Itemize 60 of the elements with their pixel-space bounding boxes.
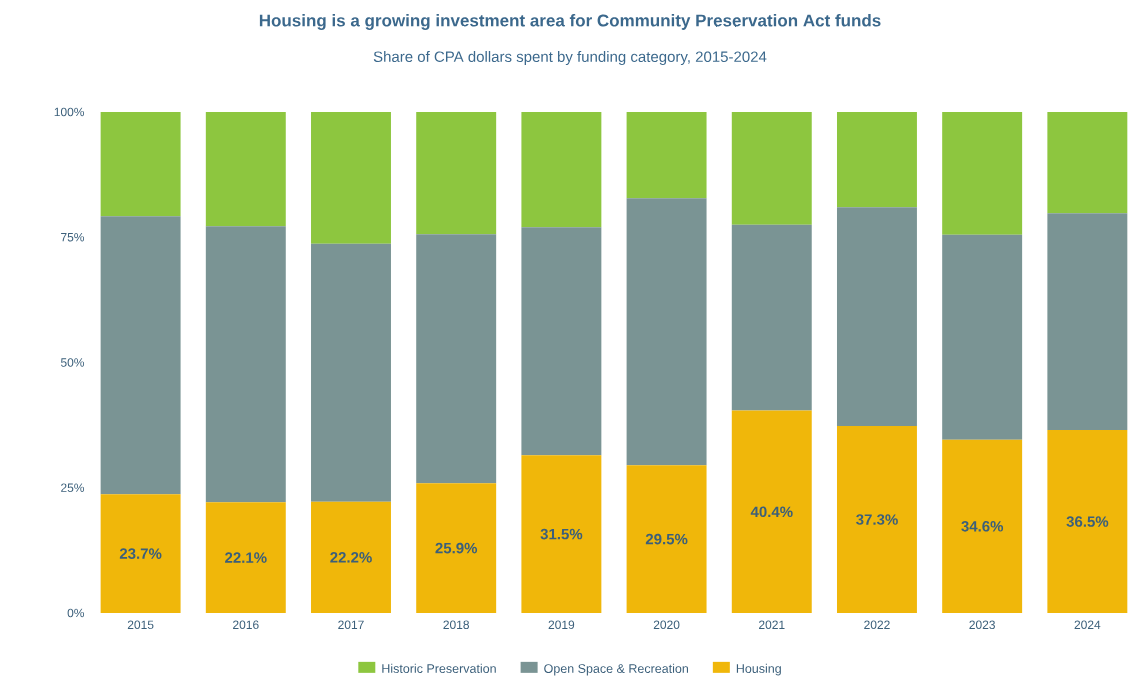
y-tick-label: 75% — [61, 233, 85, 242]
bar — [731, 224, 812, 411]
bar — [416, 111, 497, 235]
x-tick-label: 2021 — [759, 620, 785, 630]
bar — [836, 426, 917, 613]
x-tick-label: 2024 — [1074, 620, 1101, 630]
data-label: 34.6% — [961, 520, 1004, 532]
x-tick-label: 2019 — [548, 620, 575, 630]
bar — [416, 234, 497, 484]
data-label: 25.9% — [435, 542, 478, 554]
bar — [521, 455, 602, 613]
bar — [1047, 111, 1128, 214]
bar — [942, 439, 1023, 613]
bar — [311, 243, 391, 502]
bar — [311, 111, 391, 244]
x-tick-label: 2018 — [443, 620, 469, 630]
x-tick-label: 2022 — [864, 620, 890, 630]
bar — [521, 111, 602, 228]
bar — [1047, 213, 1128, 431]
data-label: 23.7% — [119, 548, 162, 559]
legend-label: Historic Preservation — [382, 663, 496, 673]
bar — [311, 501, 391, 613]
legend-label: Housing — [736, 663, 781, 676]
bar — [626, 198, 707, 466]
bar — [836, 207, 917, 427]
chart-title: Housing is a growing investment area for Community Preservation Act funds — [259, 14, 881, 30]
legend-label: Open Space & Recreation — [544, 663, 688, 676]
bar — [942, 111, 1023, 235]
bar — [731, 410, 812, 613]
x-tick-label: 2016 — [233, 620, 259, 630]
x-tick-label: 2017 — [338, 620, 364, 630]
y-tick-label: 100% — [54, 107, 85, 117]
data-label: 31.5% — [540, 528, 583, 540]
bar — [100, 216, 181, 495]
bar — [205, 502, 286, 613]
data-label: 22.1% — [225, 552, 267, 563]
data-label: 29.5% — [645, 533, 688, 545]
data-label: 40.4% — [750, 506, 793, 518]
chart-subtitle: Share of CPA dollars spent by funding category, 2015-2024 — [373, 51, 767, 65]
x-tick-label: 2015 — [127, 620, 154, 630]
bar — [100, 111, 181, 217]
y-tick-label: 25% — [61, 483, 85, 492]
bar — [416, 483, 497, 613]
y-tick-label: 0% — [67, 608, 85, 618]
bar — [942, 234, 1023, 440]
data-label: 37.3% — [856, 514, 898, 525]
data-label: 36.5% — [1066, 516, 1109, 527]
bar — [626, 111, 707, 199]
bar — [521, 227, 602, 456]
bar — [100, 494, 181, 613]
x-tick-label: 2023 — [969, 620, 995, 630]
bar — [205, 111, 286, 227]
x-tick-label: 2020 — [653, 620, 680, 630]
y-tick-label: 50% — [60, 358, 85, 367]
bar — [836, 111, 917, 208]
data-label: 22.2% — [330, 552, 372, 563]
bar — [731, 111, 812, 225]
bar — [626, 465, 707, 613]
bar — [1047, 430, 1128, 613]
bar — [205, 226, 286, 503]
